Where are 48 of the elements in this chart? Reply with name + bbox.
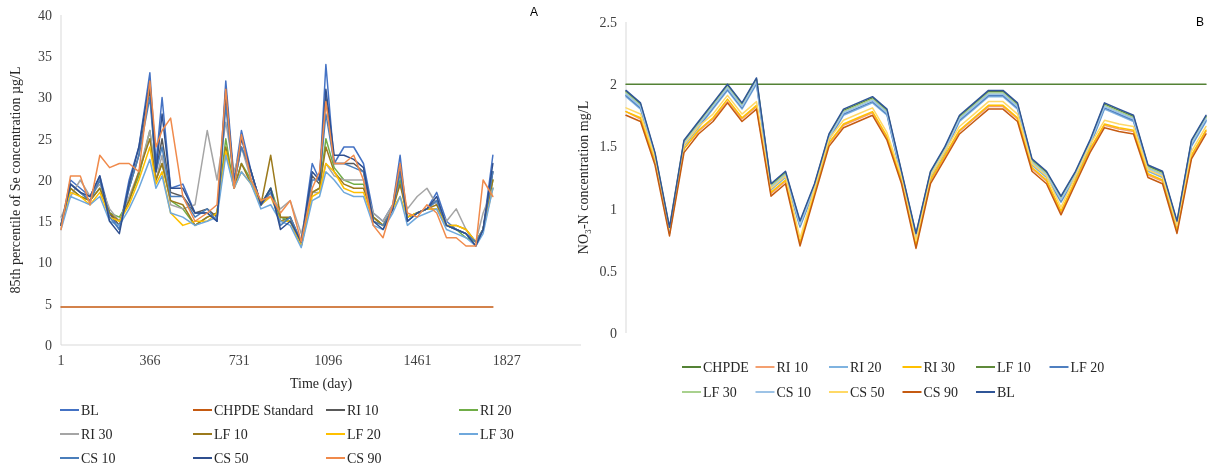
y-tick-label: 1.5 (599, 139, 617, 155)
legend-label: LF 10 (997, 359, 1031, 375)
legend-label: CS 90 (347, 450, 382, 466)
y-tick-label: 1 (610, 201, 617, 217)
x-tick-label: 1096 (314, 353, 343, 368)
y-tick-label: 5 (45, 296, 52, 312)
legend-label: CHPDE Standard (214, 402, 314, 418)
x-axis-title: Time (day) (289, 376, 353, 392)
y-tick-label: 30 (38, 90, 52, 106)
legend-label: LF 10 (214, 426, 248, 442)
legend-label: CS 10 (81, 450, 116, 466)
y-tick-label: 15 (38, 214, 52, 230)
y-tick-label: 2.5 (599, 14, 617, 30)
x-tick-label: 1 (57, 353, 65, 368)
y-tick-label: 25 (38, 131, 52, 147)
legend-label: CS 90 (923, 384, 959, 400)
y-tick-label: 35 (38, 49, 52, 65)
y-tick-label: 0 (45, 337, 52, 353)
x-tick-label: 1461 (403, 353, 432, 368)
legend-label: LF 30 (480, 426, 514, 442)
legend-label: CS 10 (776, 384, 812, 400)
legend-label: LF 20 (347, 426, 381, 442)
legend-label: RI 30 (923, 359, 955, 375)
legend-label: RI 30 (81, 426, 113, 442)
chart-title: A (529, 5, 539, 19)
y-tick-label: 40 (38, 7, 52, 23)
legend-label: LF 30 (703, 384, 737, 400)
y-tick-label: 0 (610, 325, 617, 341)
y-axis-title: NO₃-N concentration mg/L (576, 100, 591, 255)
legend-label: BL (997, 384, 1015, 400)
y-tick-label: 20 (38, 172, 52, 188)
legend-label: CS 50 (850, 384, 885, 400)
legend-label: RI 20 (480, 402, 512, 418)
legend-label: LF 20 (1070, 359, 1105, 375)
x-tick-label: 731 (228, 353, 250, 368)
legend-label: RI 10 (347, 402, 379, 418)
legend-label: CS 50 (214, 450, 249, 466)
x-tick-label: 366 (139, 353, 161, 368)
y-tick-label: 10 (38, 255, 52, 271)
y-tick-label: 2 (610, 77, 617, 93)
y-axis-title: 85th percentile of Se concentration µg/L (8, 66, 23, 294)
legend-label: BL (81, 402, 99, 418)
y-tick-label: 0.5 (599, 263, 617, 279)
x-tick-label: 1827 (492, 353, 521, 368)
legend-label: RI 20 (850, 359, 882, 375)
legend-label: RI 10 (776, 359, 808, 375)
legend-label: CHPDE (703, 359, 749, 375)
chart-title: B (1195, 15, 1205, 29)
